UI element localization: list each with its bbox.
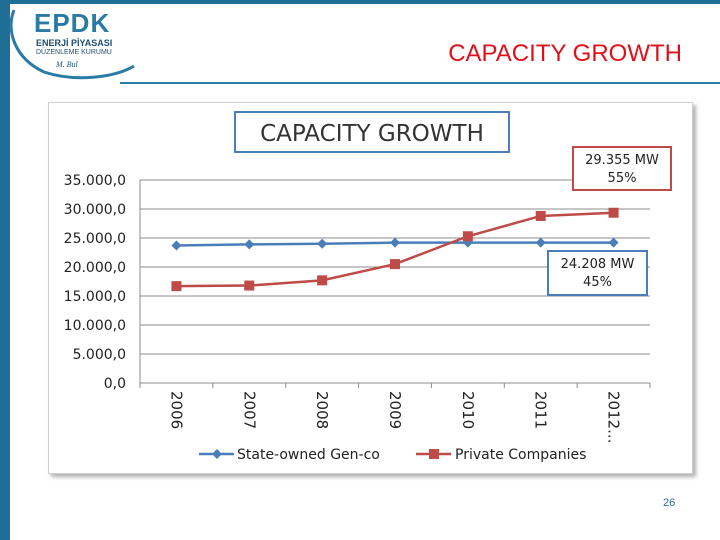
page-number: 26 [663, 497, 676, 509]
x-tick-label: 2006 [167, 391, 185, 429]
y-tick-label: 15.000,0 [64, 289, 126, 305]
y-tick-label: 35.000,0 [64, 173, 126, 189]
data-point-private [608, 207, 619, 218]
x-tick-label: 2008 [313, 391, 331, 429]
y-tick-label: 20.000,0 [64, 260, 126, 276]
slide-title: CAPACITY GROWTH [448, 40, 682, 67]
y-tick-label: 0,0 [104, 376, 126, 392]
y-tick-label: 5.000,0 [73, 347, 126, 363]
data-point-state-owned [608, 237, 619, 248]
logo-line-1: ENERJİ PİYASASI [36, 38, 113, 48]
x-tick-label: 2010 [459, 391, 477, 429]
annotation-box [572, 146, 672, 191]
x-tick-label: 2011 [532, 391, 550, 429]
annotation-percent: 55% [608, 171, 637, 186]
annotation-value: 24.208 MW [561, 257, 635, 272]
data-point-state-owned [317, 238, 328, 249]
header-divider [120, 82, 720, 84]
x-tick-label: 2009 [386, 391, 404, 429]
legend-marker-private [429, 449, 439, 459]
logo-signature: M. Bul [56, 60, 78, 69]
top-accent-bar [0, 0, 720, 4]
logo-brand: EPDK [34, 8, 111, 38]
y-tick-label: 30.000,0 [64, 202, 126, 218]
y-tick-label: 10.000,0 [64, 318, 126, 334]
legend-marker-state-owned [212, 449, 222, 459]
x-tick-label: 2012... [605, 391, 623, 443]
left-accent-bar [0, 0, 10, 540]
capacity-line-chart: 0,0 5.000,0 10.000,0 15.000,0 20.000,0 25.000… [64, 111, 672, 463]
legend-label-state-owned: State-owned Gen-co [237, 447, 380, 463]
annotation-box [547, 250, 648, 296]
annotation-percent: 45% [583, 275, 612, 290]
logo-swoosh-icon [9, 9, 135, 80]
chart-title-box [234, 111, 510, 153]
chart-title: CAPACITY GROWTH [260, 121, 484, 147]
y-tick-label: 25.000,0 [64, 231, 126, 247]
legend-label-private: Private Companies [455, 447, 586, 463]
chart-frame: 0,0 5.000,0 10.000,0 15.000,0 20.000,0 25.000… [48, 102, 693, 474]
data-point-state-owned [171, 240, 182, 251]
annotation-value: 29.355 MW [585, 153, 659, 168]
data-point-private [244, 280, 255, 291]
data-point-private [535, 210, 546, 221]
data-point-private [171, 281, 182, 292]
x-tick-label: 2007 [240, 391, 258, 429]
data-point-state-owned [535, 237, 546, 248]
data-point-state-owned [244, 239, 255, 250]
data-point-private [390, 259, 400, 270]
data-point-private [462, 231, 473, 242]
data-point-state-owned [390, 237, 400, 248]
data-point-private [317, 275, 328, 286]
logo-line-2: DÜZENLEME KURUMU [36, 49, 112, 56]
epdk-logo: EPDK ENERJİ PİYASASI DÜZENLEME KURUMU M.… [4, 0, 144, 82]
